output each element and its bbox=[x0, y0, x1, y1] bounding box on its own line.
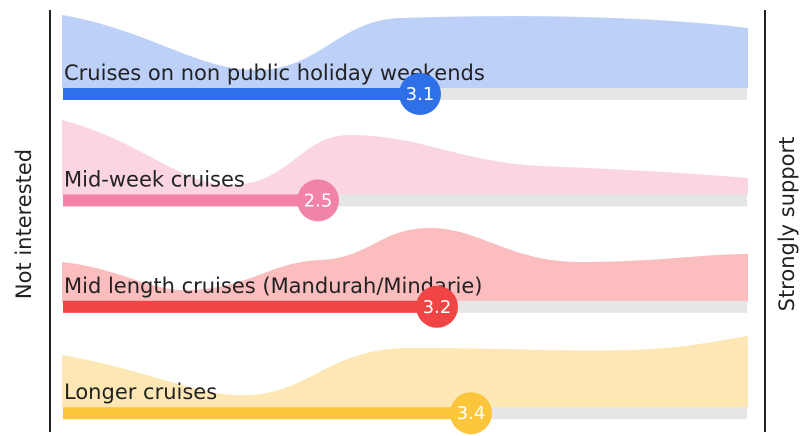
axis-label: Not interested bbox=[12, 149, 36, 299]
value-label: 3.1 bbox=[406, 84, 435, 105]
value-marker bbox=[416, 285, 458, 328]
value-marker bbox=[297, 179, 339, 222]
density bbox=[62, 228, 748, 302]
category-label: Mid-week cruises bbox=[64, 167, 245, 191]
bar bbox=[63, 88, 420, 100]
bar bbox=[63, 407, 471, 420]
density bbox=[62, 15, 748, 88]
density bbox=[62, 336, 748, 408]
value-label: 3.2 bbox=[423, 297, 452, 318]
bar bbox=[63, 300, 437, 313]
axis-label: Strongly support bbox=[775, 137, 799, 312]
bar bbox=[63, 194, 318, 207]
value-marker bbox=[399, 73, 441, 115]
category-label: Longer cruises bbox=[64, 380, 217, 404]
density bbox=[62, 120, 748, 195]
value-label: 3.4 bbox=[457, 403, 486, 424]
value-label: 2.5 bbox=[304, 190, 333, 211]
category-label: Mid length cruises (Mandurah/Mindarie) bbox=[64, 274, 482, 298]
value-marker bbox=[450, 392, 492, 435]
